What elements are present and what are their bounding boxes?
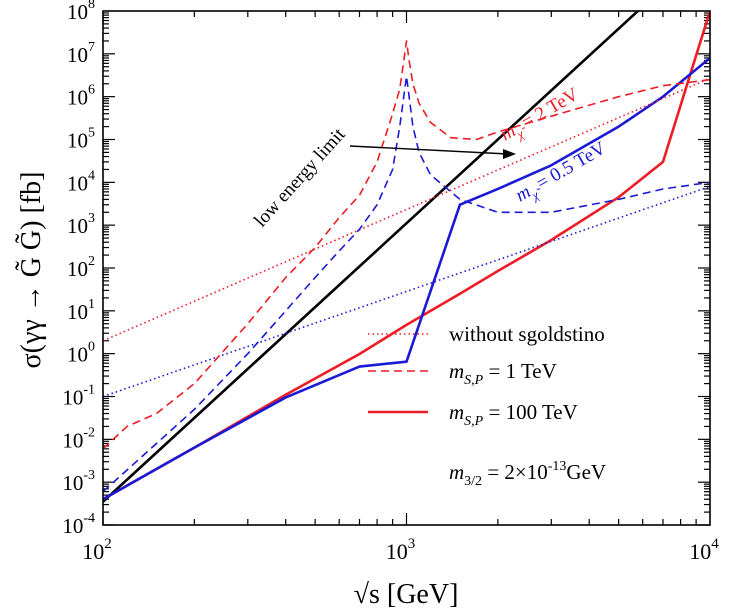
y-tick-label: 10-1 (62, 383, 95, 410)
tick-labels: 102 103 104 10-4 10-3 10-2 10-1 100 101 102 103 104… (62, 0, 719, 564)
y-tick-label: 103 (67, 211, 95, 238)
series-line-6-dashed (103, 75, 710, 493)
legend: without sgoldstino mS,P = 1 TeV mS,P = 1… (368, 322, 606, 489)
x-axis-title: √s [GeV] (354, 579, 459, 610)
m-chi-05tev-value: = 0.5 TeV (529, 138, 610, 197)
annotations: low energy limit mχ̃ = 2 TeV mχ̃ = 0.5 T… (250, 84, 612, 232)
m-chi-05tev-label: mχ̃ = 0.5 TeV (512, 138, 612, 210)
series-line-5-dashed (103, 40, 710, 450)
y-tick-label: 106 (67, 83, 95, 110)
y-tick-label: 105 (67, 126, 95, 153)
x-tick-label: 104 (689, 536, 719, 564)
x-tick-label: 102 (82, 536, 112, 564)
y-axis-title: σ(γγ → G̃ G̃) [fb] (15, 172, 47, 369)
series-line-0-solid (103, 11, 640, 503)
legend-note-m32: m3/2 = 2×10-13GeV (449, 459, 606, 489)
y-tick-label: 10-3 (62, 468, 95, 495)
low-energy-limit-label: low energy limit (250, 124, 350, 232)
y-tick-label: 107 (67, 40, 95, 67)
legend-label-msp-1tev: mS,P = 1 TeV (449, 359, 557, 388)
low-energy-limit-arrowhead (503, 149, 516, 159)
plot-frame (102, 10, 711, 526)
legend-label-without-sgoldstino: without sgoldstino (449, 322, 605, 346)
y-tick-label: 100 (67, 340, 95, 367)
series-line-2-solid (103, 56, 710, 501)
x-tick-label: 103 (386, 536, 416, 564)
y-tick-label: 102 (67, 254, 95, 281)
series-line-3-dotted (103, 77, 710, 342)
series-layer (103, 11, 710, 503)
y-tick-label: 101 (67, 297, 95, 324)
legend-label-msp-100tev: mS,P = 100 TeV (449, 400, 578, 429)
y-tick-label: 108 (67, 0, 95, 24)
m-chi-2tev-label: mχ̃ = 2 TeV (497, 84, 585, 149)
series-line-1-solid (103, 11, 710, 501)
y-tick-label: 104 (67, 168, 95, 195)
low-energy-limit-arrow (349, 145, 509, 155)
axis-ticks (102, 11, 710, 526)
y-tick-label: 10-4 (62, 511, 95, 538)
series-line-4-dotted (103, 185, 710, 398)
y-tick-label: 10-2 (62, 425, 95, 452)
